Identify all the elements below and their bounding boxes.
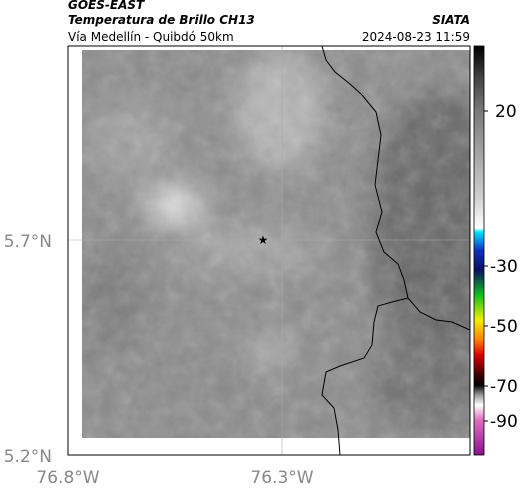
- colorbar-label: 20: [495, 102, 517, 122]
- satellite-image: [82, 50, 470, 438]
- boundary: [321, 45, 471, 331]
- lon-label: 76.8°W: [36, 468, 99, 488]
- location-star: ★: [258, 233, 269, 247]
- title: GOES-EAST: [68, 0, 145, 12]
- map-frame: [67, 45, 471, 456]
- timestamp: 2024-08-23 11:59: [362, 30, 470, 44]
- boundary: [321, 297, 409, 456]
- colorbar-label: -70: [490, 377, 518, 397]
- lat-label: 5.7°N: [4, 232, 52, 252]
- colorbar-label: -50: [490, 317, 518, 337]
- colorbar-label: -30: [490, 257, 518, 277]
- colorbar-ticks: [484, 110, 488, 422]
- location: Vía Medellín - Quibdó 50km: [68, 30, 234, 44]
- lon-label: 76.3°W: [250, 468, 313, 488]
- lat-label: 5.2°N: [4, 447, 52, 467]
- subtitle: Temperatura de Brillo CH13: [68, 13, 255, 27]
- source: SIATA: [432, 13, 470, 27]
- colorbar: [473, 45, 485, 456]
- colorbar-label: -90: [490, 412, 518, 432]
